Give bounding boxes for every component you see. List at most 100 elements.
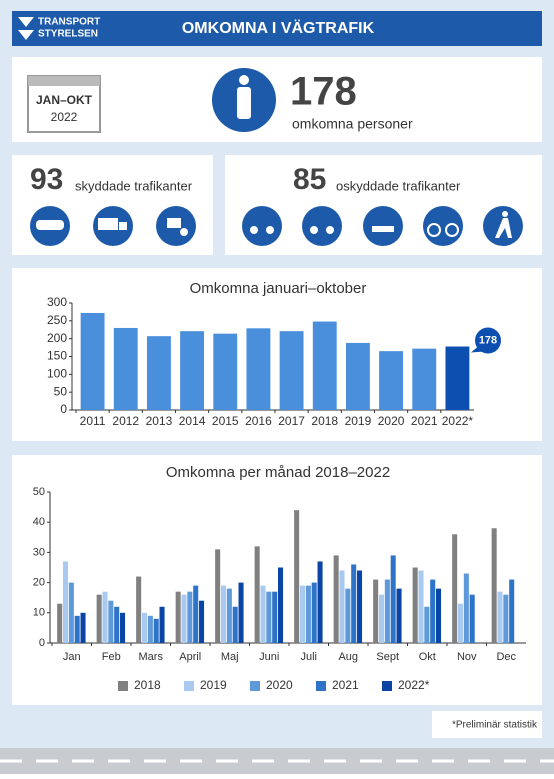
x-tick-label: 2016 xyxy=(245,414,272,428)
bar xyxy=(373,579,379,643)
legend-label: 2018 xyxy=(134,678,161,692)
bar xyxy=(317,561,323,643)
person-icon xyxy=(237,87,251,119)
y-tick-label: 0 xyxy=(39,637,45,649)
x-tick-label: 2011 xyxy=(80,414,106,428)
bar xyxy=(96,594,102,643)
logo-text: TRANSPORT xyxy=(38,17,100,28)
x-tick-label: Okt xyxy=(419,651,436,663)
x-tick-label: Nov xyxy=(457,651,477,663)
glyph xyxy=(502,211,508,217)
y-tick-label: 300 xyxy=(47,295,67,309)
bar xyxy=(108,600,114,643)
y-tick-label: 100 xyxy=(47,367,67,381)
x-tick-label: Sept xyxy=(376,651,399,663)
x-tick-label: 2020 xyxy=(378,414,405,428)
bar xyxy=(199,600,205,643)
chart-title: Omkomna januari–oktober xyxy=(190,280,367,297)
bar xyxy=(436,588,442,643)
y-tick-label: 50 xyxy=(54,384,68,398)
bar xyxy=(491,528,497,643)
bar xyxy=(175,591,181,643)
glyph xyxy=(445,223,459,237)
bar xyxy=(333,555,339,643)
glyph xyxy=(250,226,258,234)
bar xyxy=(396,588,402,643)
x-tick-label: Dec xyxy=(496,651,516,663)
bar xyxy=(146,336,171,410)
bar xyxy=(153,618,159,643)
bar xyxy=(351,564,357,643)
bar xyxy=(62,561,69,643)
bar xyxy=(384,579,390,643)
bar xyxy=(136,576,142,643)
legend-swatch xyxy=(382,681,392,691)
bar xyxy=(305,585,311,643)
glyph xyxy=(372,226,394,232)
bar xyxy=(141,612,148,643)
bar xyxy=(311,582,317,643)
y-tick-label: 30 xyxy=(33,546,45,558)
count-label: oskyddade trafikanter xyxy=(336,178,461,193)
person-icon xyxy=(239,75,249,85)
bar xyxy=(312,321,337,410)
bar xyxy=(113,327,138,410)
bar xyxy=(220,585,227,643)
x-tick-label: 2014 xyxy=(179,414,206,428)
legend-swatch xyxy=(184,681,194,691)
x-tick-label: 2013 xyxy=(146,414,173,428)
bar xyxy=(345,588,351,643)
glyph xyxy=(310,226,318,234)
bar xyxy=(445,346,470,410)
bar xyxy=(424,606,430,643)
bar xyxy=(147,615,153,643)
header-title: OMKOMNA I VÄGTRAFIK xyxy=(182,19,375,37)
y-tick-label: 40 xyxy=(33,516,45,528)
bar xyxy=(120,612,126,643)
total: 178 xyxy=(290,70,357,114)
bar xyxy=(412,348,437,410)
bar xyxy=(379,351,404,410)
x-tick-label: 2012 xyxy=(112,414,139,428)
glyph xyxy=(266,226,274,234)
bar xyxy=(345,342,370,410)
bar xyxy=(114,606,120,643)
bar xyxy=(181,594,187,643)
bar xyxy=(339,570,345,643)
x-tick-label: 2019 xyxy=(345,414,372,428)
total-label: omkomna personer xyxy=(292,116,413,132)
x-tick-label: Maj xyxy=(221,651,239,663)
motorcycle-icon xyxy=(242,206,282,246)
legend-label: 2021 xyxy=(332,678,359,692)
logo-mark xyxy=(18,17,34,40)
y-tick-label: 0 xyxy=(60,402,67,416)
bar xyxy=(509,579,515,643)
y-tick-label: 50 xyxy=(33,486,45,498)
bar xyxy=(430,579,436,643)
glyph xyxy=(180,228,188,236)
bar xyxy=(238,582,244,643)
y-tick-label: 200 xyxy=(47,331,67,345)
callout xyxy=(475,327,501,354)
bar xyxy=(503,594,509,643)
y-tick-label: 250 xyxy=(47,313,67,327)
value-label: 178 xyxy=(479,334,497,346)
bar xyxy=(193,585,199,643)
bar xyxy=(457,603,464,643)
charts: Omkomna januari–oktober05010015020025030… xyxy=(33,280,526,692)
glyph xyxy=(495,218,512,238)
bar xyxy=(497,591,503,643)
bar xyxy=(80,312,105,410)
bar xyxy=(254,546,260,643)
legend-label: 2022* xyxy=(398,678,430,692)
bar xyxy=(412,567,418,643)
card xyxy=(12,455,542,705)
x-tick-label: Jan xyxy=(63,651,81,663)
bar xyxy=(452,534,458,643)
bar xyxy=(418,570,424,643)
bar xyxy=(226,588,232,643)
bar xyxy=(215,549,221,643)
bar xyxy=(213,333,238,410)
bar xyxy=(278,567,284,643)
